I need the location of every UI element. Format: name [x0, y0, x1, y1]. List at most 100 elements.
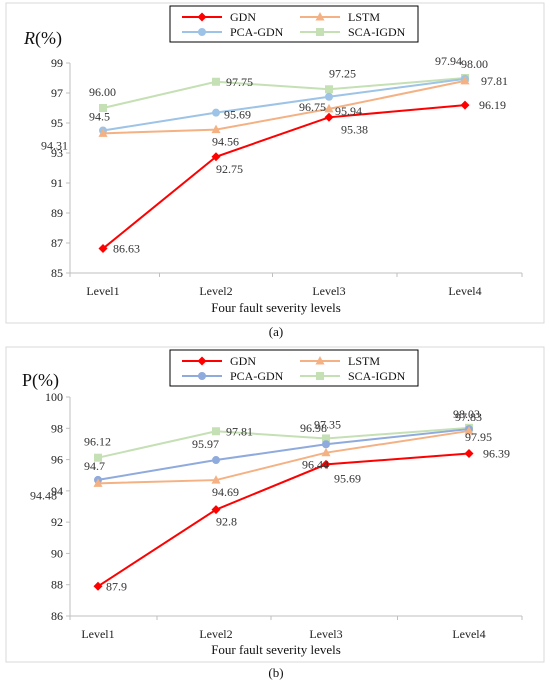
data-label: 96.12 — [84, 435, 111, 449]
y-tick-label: 100 — [45, 390, 63, 404]
series-pca-gdn — [99, 74, 469, 135]
x-tick-label: Level1 — [86, 284, 119, 298]
data-point — [212, 77, 220, 86]
data-label: 97.94 — [435, 54, 462, 68]
y-tick-label: 93 — [51, 146, 63, 160]
series-line — [102, 104, 466, 250]
data-point — [99, 104, 107, 112]
y-tick-label: 88 — [51, 578, 63, 592]
legend-item-sca-igdn: SCA-IGDN — [300, 369, 406, 383]
data-label: 96.00 — [89, 85, 116, 99]
series-sca-igdn — [99, 74, 469, 112]
legend-label: SCA-IGDN — [348, 25, 406, 39]
legend-label: PCA-GDN — [230, 25, 284, 39]
x-tick-label: Level2 — [199, 284, 232, 298]
legend-label: PCA-GDN — [230, 369, 284, 383]
series-sca-igdn — [94, 423, 473, 462]
data-label: 98.00 — [461, 57, 488, 71]
legend-item-pca-gdn: PCA-GDN — [182, 369, 284, 383]
y-tick-label: 90 — [51, 546, 63, 560]
data-label: 86.63 — [113, 242, 140, 256]
y-tick-label: 96 — [51, 453, 63, 467]
legend-item-pca-gdn: PCA-GDN — [182, 25, 284, 39]
data-label: 95.69 — [224, 108, 251, 122]
legend: GDN LSTM PCA-GDN SCA-IGDN — [169, 349, 419, 387]
data-point — [322, 440, 330, 449]
legend-item-sca-igdn: SCA-IGDN — [300, 25, 406, 39]
legend-item-gdn: GDN — [182, 354, 256, 368]
chart-frame — [5, 346, 545, 663]
data-label: 94.48 — [30, 488, 57, 502]
legend-swatch-marker — [315, 12, 325, 21]
x-tick-label: Level2 — [199, 627, 232, 641]
data-point — [93, 478, 103, 487]
y-tick-label: 91 — [51, 176, 63, 190]
x-axis-label: Four fault severity levels — [211, 642, 341, 657]
y-axis-label: R(%) — [23, 28, 62, 49]
data-point — [322, 434, 330, 443]
data-label: 97.81 — [481, 74, 508, 88]
series-line — [97, 428, 470, 481]
chart-b: 86 88 90 92 94 96 98 100 Level1 Level2 Level3 Level… — [5, 346, 545, 680]
data-point — [324, 103, 334, 113]
data-point — [325, 85, 333, 94]
data-point — [98, 128, 108, 137]
data-point — [464, 448, 474, 458]
y-axis-label-unit: (%) — [35, 28, 62, 49]
chart-a: 85 87 89 91 93 95 97 99 Level1 Level2 Level3 Level4… — [5, 2, 545, 339]
data-label: 95.38 — [341, 122, 368, 136]
data-label: 94.69 — [212, 485, 239, 499]
data-label: 97.35 — [314, 417, 341, 431]
y-tick-label: 97 — [51, 86, 63, 100]
x-tick-label: Level4 — [452, 627, 485, 641]
data-point — [211, 124, 221, 134]
legend-label: SCA-IGDN — [348, 369, 406, 383]
series-lstm — [93, 425, 474, 487]
data-label: 95.97 — [192, 437, 219, 451]
y-tick-label: 87 — [51, 236, 63, 250]
data-point — [464, 425, 474, 435]
data-label: 97.81 — [226, 424, 253, 438]
series-line — [97, 429, 470, 485]
y-tick-label: 98 — [51, 421, 63, 435]
data-label: 92.8 — [216, 515, 237, 529]
data-point — [211, 152, 221, 162]
data-point — [212, 456, 220, 465]
series-gdn — [98, 100, 470, 254]
legend-item-lstm: LSTM — [300, 354, 380, 368]
data-label: 97.25 — [329, 66, 356, 80]
data-point — [324, 112, 334, 122]
series-pca-gdn — [94, 425, 473, 484]
legend-swatch-marker — [316, 372, 324, 380]
figure-caption: (a) — [269, 324, 283, 339]
legend-box — [169, 349, 419, 387]
y-tick-label: 99 — [51, 56, 63, 70]
series-line — [97, 452, 470, 588]
legend-item-lstm: LSTM — [300, 10, 380, 24]
data-point — [460, 100, 470, 110]
x-axis-label: Four fault severity levels — [211, 300, 341, 315]
data-point — [212, 427, 220, 436]
legend-swatch-marker — [197, 356, 207, 366]
data-label: 97.95 — [465, 430, 492, 444]
data-label: 94.7 — [84, 459, 105, 473]
legend: GDN LSTM PCA-GDN SCA-IGDN — [169, 5, 419, 43]
data-label: 94.5 — [89, 110, 110, 124]
data-point — [321, 447, 331, 457]
series-line — [102, 79, 466, 135]
y-tick-label: 95 — [51, 116, 63, 130]
data-point — [211, 505, 221, 515]
series-line — [102, 77, 466, 109]
legend-label: LSTM — [348, 354, 380, 368]
legend-label: GDN — [230, 354, 256, 368]
data-label: 95.69 — [334, 471, 361, 485]
data-label: 98.03 — [453, 407, 480, 421]
data-point — [325, 92, 333, 101]
data-point — [211, 475, 221, 484]
legend-item-gdn: GDN — [182, 10, 256, 24]
legend-swatch-marker — [198, 28, 206, 36]
y-tick-label: 92 — [51, 515, 63, 529]
data-point — [321, 459, 331, 469]
legend-label: LSTM — [348, 10, 380, 24]
